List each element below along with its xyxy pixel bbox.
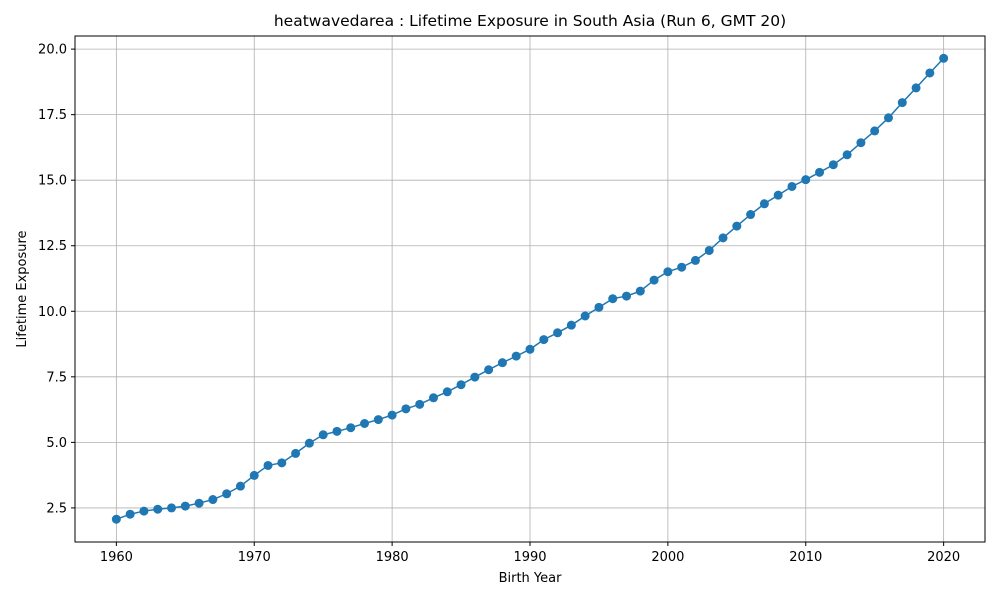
chart-title: heatwavedarea : Lifetime Exposure in Sou… xyxy=(274,12,786,30)
y-tick-label: 15.0 xyxy=(38,174,67,189)
x-tick-label: 1980 xyxy=(376,550,409,565)
data-point xyxy=(911,83,921,93)
data-point xyxy=(732,221,742,231)
data-point xyxy=(828,160,838,170)
data-point xyxy=(663,267,673,277)
data-point xyxy=(208,495,218,505)
data-point xyxy=(870,126,880,136)
data-point xyxy=(139,506,149,516)
data-point xyxy=(111,514,121,524)
y-tick-label: 20.0 xyxy=(38,43,67,58)
data-point xyxy=(856,138,866,148)
data-point xyxy=(484,365,494,375)
data-point xyxy=(222,489,232,499)
data-point xyxy=(428,393,438,403)
data-point xyxy=(635,286,645,296)
x-tick-label: 1960 xyxy=(100,550,133,565)
data-point xyxy=(801,175,811,185)
data-point xyxy=(497,358,507,368)
data-point xyxy=(346,423,356,433)
data-point xyxy=(415,399,425,409)
data-point xyxy=(304,438,314,448)
data-point xyxy=(842,150,852,160)
data-point xyxy=(249,470,259,480)
data-point xyxy=(580,311,590,321)
data-point xyxy=(787,181,797,191)
y-tick-label: 17.5 xyxy=(38,108,67,123)
data-point xyxy=(318,430,328,440)
data-point xyxy=(566,320,576,330)
data-point xyxy=(167,503,177,513)
x-tick-label: 2000 xyxy=(651,550,684,565)
data-point xyxy=(194,498,204,508)
data-point xyxy=(883,113,893,123)
y-axis-ticks: 2.5 5.0 7.5 10.0 12.5 15.0 17.5 20.0 xyxy=(38,43,75,516)
y-axis-label: Lifetime Exposure xyxy=(15,230,30,347)
y-tick-label: 10.0 xyxy=(38,305,67,320)
y-tick-label: 7.5 xyxy=(46,370,67,385)
data-point xyxy=(773,190,783,200)
x-axis-ticks: 1960 1970 1980 1990 2000 2010 2020 xyxy=(100,542,960,565)
data-point xyxy=(553,328,563,338)
data-point xyxy=(373,415,383,425)
grid xyxy=(75,36,985,542)
data-point xyxy=(332,426,342,436)
y-tick-label: 2.5 xyxy=(46,501,67,516)
data-point xyxy=(815,167,825,177)
data-point xyxy=(456,380,466,390)
data-point xyxy=(277,458,287,468)
data-point xyxy=(153,504,163,514)
data-point xyxy=(746,210,756,220)
data-point xyxy=(511,351,521,361)
data-point xyxy=(718,233,728,243)
data-point xyxy=(470,372,480,382)
data-point xyxy=(622,291,632,301)
x-tick-label: 1990 xyxy=(513,550,546,565)
series-layer xyxy=(111,53,949,524)
x-tick-label: 2020 xyxy=(927,550,960,565)
data-point xyxy=(539,335,549,345)
y-tick-label: 12.5 xyxy=(38,239,67,254)
data-point xyxy=(360,418,370,428)
data-point xyxy=(608,294,618,304)
data-point xyxy=(704,245,714,255)
data-point xyxy=(759,199,769,209)
x-tick-label: 2010 xyxy=(789,550,822,565)
y-tick-label: 5.0 xyxy=(46,436,67,451)
data-point xyxy=(263,460,273,470)
data-point xyxy=(525,344,535,354)
data-point xyxy=(939,53,949,63)
data-point xyxy=(235,481,245,491)
data-point xyxy=(594,302,604,312)
x-axis-label: Birth Year xyxy=(499,571,563,586)
data-point xyxy=(291,448,301,458)
data-point xyxy=(690,255,700,265)
data-point xyxy=(442,387,452,397)
data-point xyxy=(387,410,397,420)
data-point xyxy=(125,509,135,519)
data-point xyxy=(180,501,190,511)
data-point xyxy=(677,262,687,272)
data-point xyxy=(649,275,659,285)
data-point xyxy=(925,68,935,78)
data-point xyxy=(401,404,411,414)
x-tick-label: 1970 xyxy=(238,550,271,565)
data-point xyxy=(897,98,907,108)
